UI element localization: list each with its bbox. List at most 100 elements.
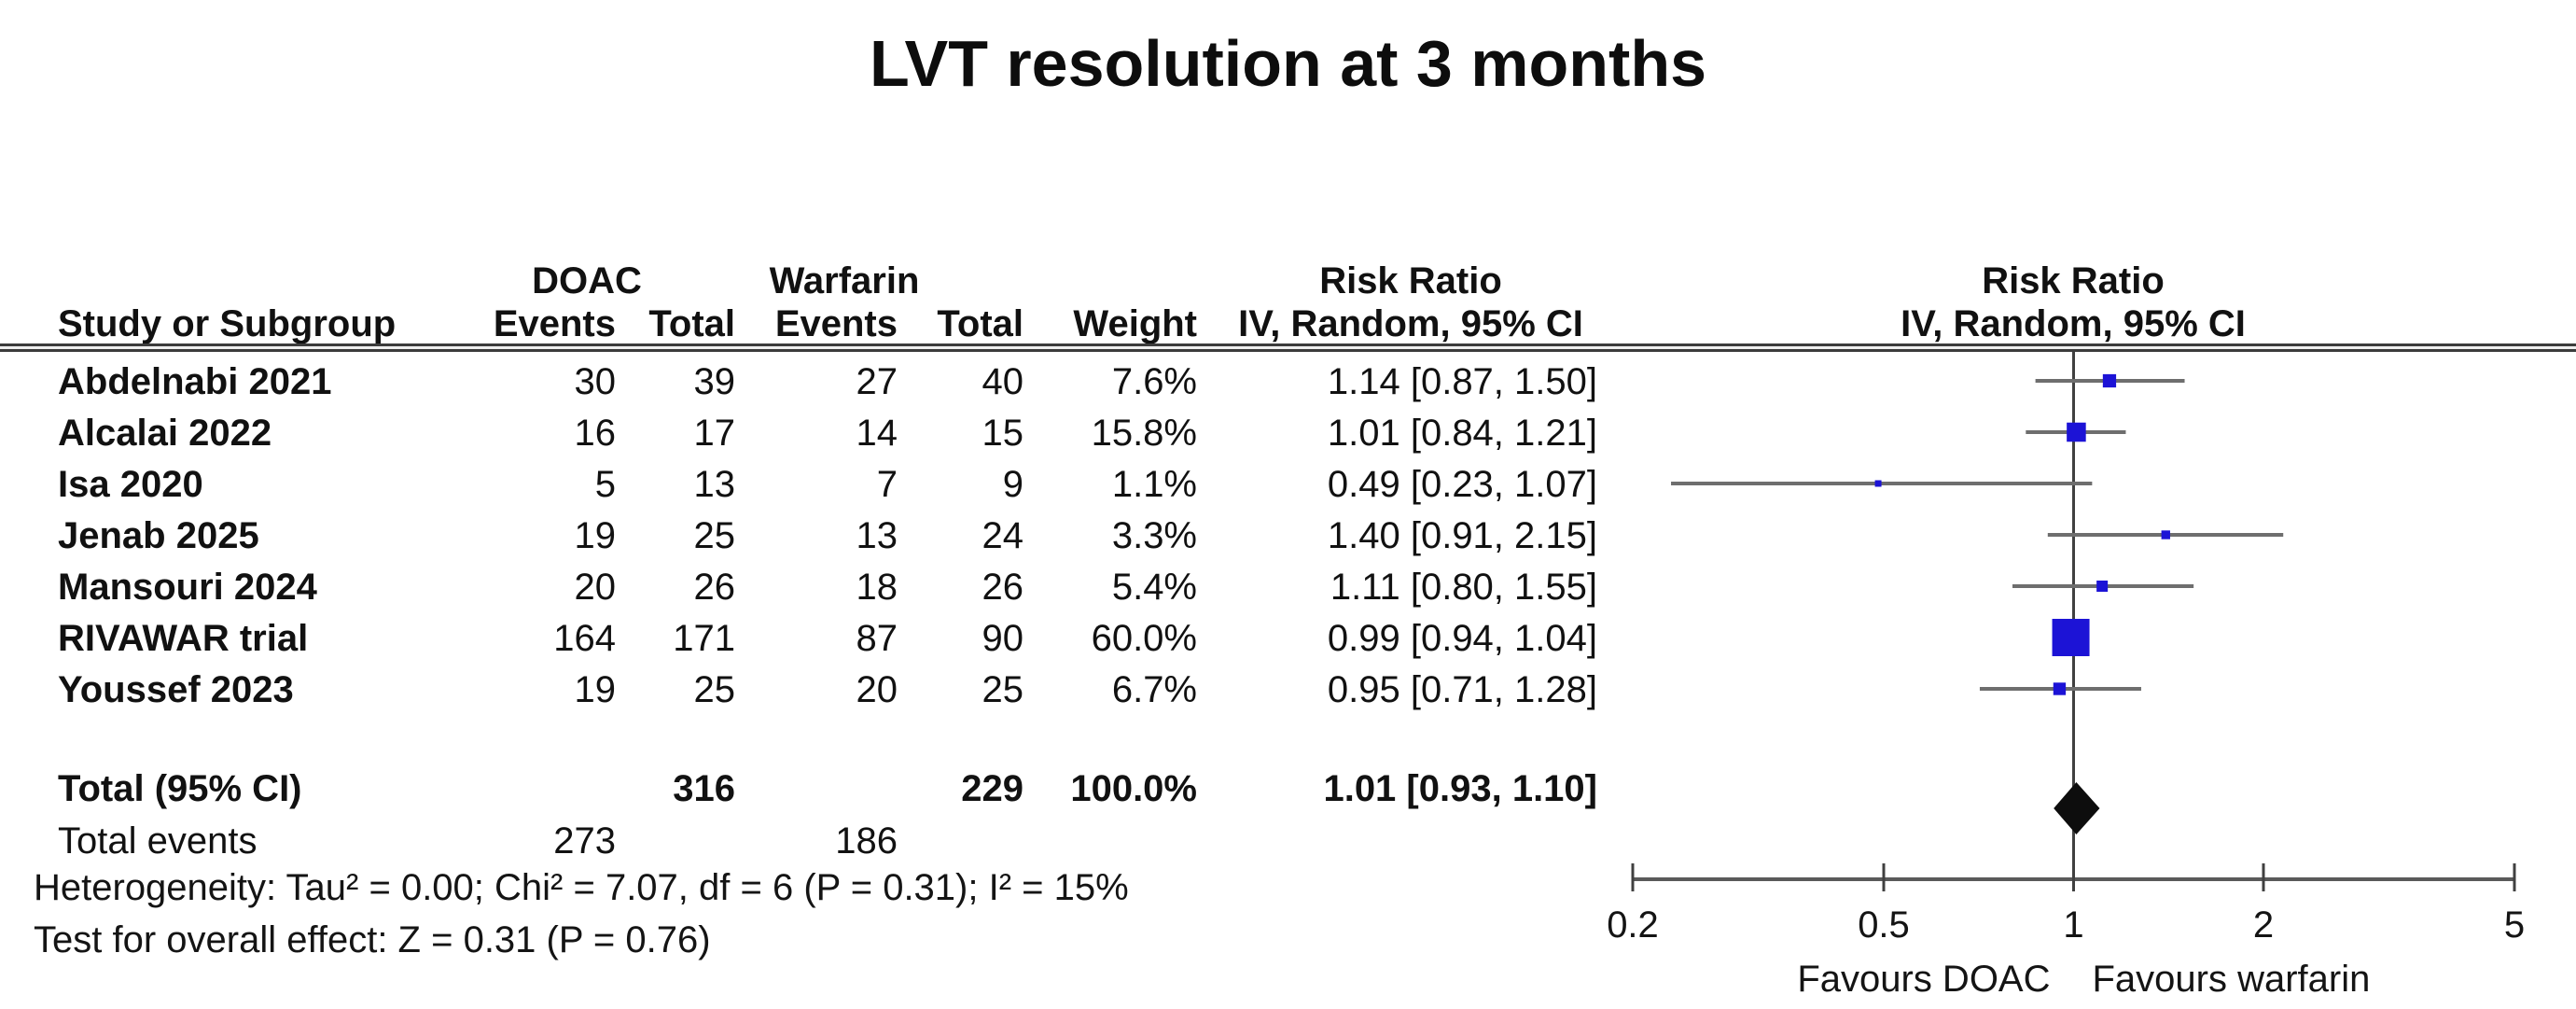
study-doac-total: 17 bbox=[693, 413, 736, 454]
effect-square bbox=[2096, 581, 2109, 592]
study-doac-total: 171 bbox=[673, 618, 735, 659]
total-events-doac: 273 bbox=[553, 820, 616, 862]
total-label: Total (95% CI) bbox=[58, 768, 302, 809]
heterogeneity-text: Heterogeneity: Tau² = 0.00; Chi² = 7.07,… bbox=[34, 867, 1129, 908]
total-events-warfarin: 186 bbox=[835, 820, 898, 862]
study-rr-ci: 1.40 [0.91, 2.15] bbox=[1327, 515, 1597, 556]
study-row: Youssef 2023 19 25 20 25 6.7% 0.95 [0.71, 1.28… bbox=[0, 668, 2576, 711]
study-warf-events: 20 bbox=[856, 669, 898, 710]
study-rr-ci: 1.01 [0.84, 1.21] bbox=[1327, 413, 1597, 454]
study-row: Alcalai 2022 16 17 14 15 15.8% 1.01 [0.84, 1.2… bbox=[0, 412, 2576, 455]
study-warf-total: 9 bbox=[1002, 464, 1023, 505]
figure-title: LVT resolution at 3 months bbox=[869, 27, 1707, 100]
study-name: Abdelnabi 2021 bbox=[58, 361, 332, 402]
effect-square bbox=[2161, 530, 2170, 540]
favours-left-label: Favours DOAC bbox=[1797, 959, 2050, 1000]
overall-effect-text: Test for overall effect: Z = 0.31 (P = 0… bbox=[34, 919, 711, 960]
effect-square bbox=[1874, 480, 1882, 487]
effect-square bbox=[2052, 619, 2090, 656]
study-weight: 6.7% bbox=[1111, 669, 1197, 710]
study-rr-ci: 0.99 [0.94, 1.04] bbox=[1327, 618, 1597, 659]
study-warf-events: 27 bbox=[856, 361, 898, 402]
study-warf-total: 15 bbox=[982, 413, 1024, 454]
study-row: Jenab 2025 19 25 13 24 3.3% 1.40 [0.91, 2.15] bbox=[0, 514, 2576, 557]
col-header-weight: Weight bbox=[1073, 303, 1197, 344]
study-name: Isa 2020 bbox=[58, 464, 203, 505]
study-row: Isa 2020 5 13 7 9 1.1% 0.49 [0.23, 1.07] bbox=[0, 463, 2576, 506]
effect-header-plot: Risk Ratio bbox=[1982, 260, 2165, 301]
study-name: Mansouri 2024 bbox=[58, 567, 317, 608]
study-doac-total: 13 bbox=[693, 464, 736, 505]
study-doac-events: 30 bbox=[574, 361, 617, 402]
study-weight: 5.4% bbox=[1111, 567, 1197, 608]
total-events-row: Total events 273 186 bbox=[0, 820, 2576, 862]
effect-header-text: Risk Ratio bbox=[1319, 260, 1502, 301]
col-header-warf-events: Events bbox=[774, 303, 898, 344]
group-header-row: DOAC Warfarin Risk Ratio Risk Ratio bbox=[0, 259, 2576, 302]
study-row: Abdelnabi 2021 30 39 27 40 7.6% 1.14 [0.87, 1.… bbox=[0, 360, 2576, 403]
x-tick-label: 0.2 bbox=[1607, 904, 1659, 946]
study-weight: 15.8% bbox=[1091, 413, 1197, 454]
study-rr-ci: 0.95 [0.71, 1.28] bbox=[1327, 669, 1597, 710]
study-doac-events: 19 bbox=[574, 515, 617, 556]
col-header-study: Study or Subgroup bbox=[58, 303, 397, 344]
col-header-ci-text: IV, Random, 95% CI bbox=[1238, 303, 1583, 344]
study-doac-total: 25 bbox=[693, 515, 736, 556]
col-header-ci-plot: IV, Random, 95% CI bbox=[1901, 303, 2246, 344]
total-warf-total: 229 bbox=[961, 768, 1023, 809]
total-weight: 100.0% bbox=[1070, 768, 1197, 809]
study-row: Mansouri 2024 20 26 18 26 5.4% 1.11 [0.80, 1.5… bbox=[0, 566, 2576, 609]
study-doac-events: 5 bbox=[594, 464, 616, 505]
study-weight: 7.6% bbox=[1111, 361, 1197, 402]
study-warf-total: 25 bbox=[982, 669, 1024, 710]
study-warf-events: 87 bbox=[856, 618, 898, 659]
x-tick-label: 0.5 bbox=[1858, 904, 1910, 946]
effect-square bbox=[2067, 422, 2086, 442]
study-warf-total: 40 bbox=[982, 361, 1024, 402]
study-warf-total: 26 bbox=[982, 567, 1024, 608]
column-header-row: Study or Subgroup Events Total Events To… bbox=[0, 302, 2576, 345]
effect-square bbox=[2053, 682, 2067, 695]
study-doac-events: 19 bbox=[574, 669, 617, 710]
study-warf-total: 90 bbox=[982, 618, 1024, 659]
group-header-doac: DOAC bbox=[532, 260, 642, 301]
col-header-doac-total: Total bbox=[648, 303, 735, 344]
study-doac-events: 16 bbox=[574, 413, 617, 454]
x-tick-label: 1 bbox=[2063, 904, 2083, 946]
col-header-warf-total: Total bbox=[937, 303, 1023, 344]
study-rr-ci: 1.14 [0.87, 1.50] bbox=[1327, 361, 1597, 402]
x-tick-label: 2 bbox=[2253, 904, 2274, 946]
study-row: RIVAWAR trial 164 171 87 90 60.0% 0.99 [0.94, … bbox=[0, 617, 2576, 660]
study-warf-events: 14 bbox=[856, 413, 898, 454]
study-weight: 1.1% bbox=[1111, 464, 1197, 505]
study-doac-events: 164 bbox=[553, 618, 616, 659]
study-warf-total: 24 bbox=[982, 515, 1024, 556]
group-header-warfarin: Warfarin bbox=[769, 260, 920, 301]
favours-right-label: Favours warfarin bbox=[2093, 959, 2371, 1000]
total-row: Total (95% CI) 316 229 100.0% 1.01 [0.93… bbox=[0, 767, 2576, 810]
x-tick-label: 5 bbox=[2504, 904, 2525, 946]
study-name: Youssef 2023 bbox=[58, 669, 294, 710]
study-warf-events: 13 bbox=[856, 515, 898, 556]
study-name: RIVAWAR trial bbox=[58, 618, 309, 659]
effect-square bbox=[2102, 373, 2117, 388]
study-warf-events: 7 bbox=[876, 464, 898, 505]
total-doac-total: 316 bbox=[673, 768, 735, 809]
study-doac-total: 26 bbox=[693, 567, 736, 608]
header-separator-line bbox=[0, 343, 2576, 352]
study-doac-total: 25 bbox=[693, 669, 736, 710]
study-weight: 60.0% bbox=[1091, 618, 1197, 659]
total-diamond bbox=[2054, 782, 2100, 834]
study-name: Jenab 2025 bbox=[58, 515, 259, 556]
total-events-label: Total events bbox=[58, 820, 258, 862]
study-doac-events: 20 bbox=[574, 567, 617, 608]
study-rr-ci: 0.49 [0.23, 1.07] bbox=[1327, 464, 1597, 505]
study-weight: 3.3% bbox=[1111, 515, 1197, 556]
study-warf-events: 18 bbox=[856, 567, 898, 608]
study-rr-ci: 1.11 [0.80, 1.55] bbox=[1330, 567, 1597, 608]
study-doac-total: 39 bbox=[693, 361, 736, 402]
study-name: Alcalai 2022 bbox=[58, 413, 272, 454]
col-header-doac-events: Events bbox=[493, 303, 616, 344]
